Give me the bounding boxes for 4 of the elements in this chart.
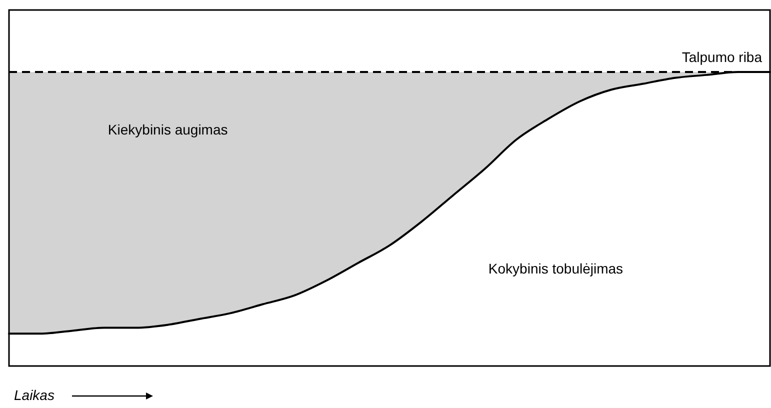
annotation: Kiekybinis augimas [108,122,228,138]
x-axis-title: Laikas [14,387,54,403]
ref-line-label: Talpumo riba [682,49,762,65]
annotation: Kokybinis tobulėjimas [488,260,624,276]
